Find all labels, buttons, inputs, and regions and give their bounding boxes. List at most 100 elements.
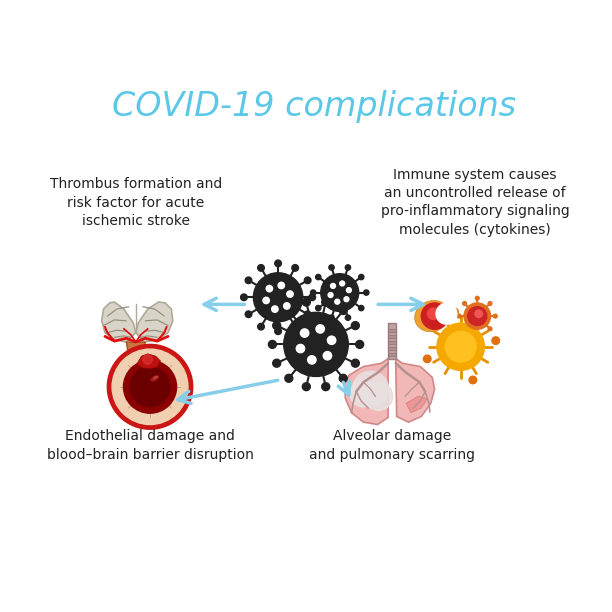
Circle shape: [266, 285, 272, 292]
Circle shape: [424, 355, 431, 363]
Polygon shape: [102, 302, 136, 342]
Circle shape: [344, 297, 349, 302]
Circle shape: [107, 345, 193, 429]
Circle shape: [322, 382, 330, 390]
Circle shape: [436, 304, 457, 324]
Circle shape: [364, 382, 393, 411]
Circle shape: [292, 323, 299, 330]
Text: Endothelial damage and
blood–brain barrier disruption: Endothelial damage and blood–brain barri…: [47, 429, 253, 461]
Circle shape: [350, 381, 377, 407]
Circle shape: [323, 351, 332, 360]
Polygon shape: [136, 302, 173, 342]
Circle shape: [463, 302, 466, 305]
Circle shape: [296, 345, 305, 353]
Circle shape: [446, 332, 476, 362]
Ellipse shape: [151, 375, 159, 381]
Circle shape: [351, 322, 359, 329]
Circle shape: [457, 314, 461, 318]
Circle shape: [359, 274, 364, 280]
Circle shape: [330, 283, 335, 288]
Circle shape: [273, 359, 281, 367]
Circle shape: [463, 327, 466, 330]
Bar: [388, 323, 396, 359]
Circle shape: [321, 274, 359, 312]
Circle shape: [245, 311, 252, 318]
Circle shape: [302, 382, 310, 390]
Bar: [387, 329, 396, 332]
Circle shape: [275, 328, 282, 335]
Circle shape: [488, 327, 492, 330]
Circle shape: [464, 303, 491, 329]
Circle shape: [263, 297, 269, 304]
Circle shape: [327, 336, 336, 345]
Ellipse shape: [154, 376, 158, 379]
Bar: [387, 335, 396, 338]
Circle shape: [285, 307, 293, 315]
Circle shape: [269, 340, 277, 348]
Text: COVID-19 complications: COVID-19 complications: [111, 90, 516, 123]
Bar: [387, 341, 396, 344]
Circle shape: [351, 359, 359, 367]
Circle shape: [287, 291, 293, 297]
Circle shape: [278, 282, 285, 289]
Circle shape: [476, 296, 479, 300]
Circle shape: [329, 265, 334, 270]
Circle shape: [112, 349, 188, 425]
Circle shape: [316, 325, 324, 333]
Circle shape: [300, 329, 309, 337]
Circle shape: [241, 294, 247, 300]
Circle shape: [329, 315, 334, 320]
Circle shape: [304, 277, 311, 283]
Polygon shape: [136, 354, 160, 369]
Circle shape: [130, 367, 170, 406]
Circle shape: [273, 322, 281, 329]
Circle shape: [328, 293, 333, 297]
Circle shape: [346, 288, 351, 293]
Bar: [387, 347, 396, 350]
Circle shape: [421, 303, 448, 329]
Circle shape: [292, 264, 299, 271]
Circle shape: [309, 294, 316, 300]
Circle shape: [272, 306, 278, 312]
Circle shape: [428, 308, 439, 319]
Circle shape: [339, 375, 347, 382]
Circle shape: [310, 290, 316, 295]
Circle shape: [258, 264, 264, 271]
Text: Alveolar damage
and pulmonary scarring: Alveolar damage and pulmonary scarring: [309, 429, 475, 461]
Circle shape: [475, 310, 482, 318]
Circle shape: [284, 312, 348, 376]
Circle shape: [437, 323, 485, 370]
Circle shape: [283, 303, 290, 309]
Text: Immune system causes
an uncontrolled release of
pro-inflammatory signaling
molec: Immune system causes an uncontrolled rel…: [381, 168, 569, 237]
Polygon shape: [345, 359, 388, 425]
Circle shape: [340, 281, 345, 286]
Circle shape: [476, 332, 479, 336]
Circle shape: [253, 273, 303, 322]
Circle shape: [258, 323, 264, 330]
Circle shape: [345, 315, 351, 320]
Circle shape: [124, 360, 177, 413]
Polygon shape: [406, 396, 428, 412]
Circle shape: [285, 375, 293, 382]
Circle shape: [322, 298, 330, 306]
Circle shape: [492, 337, 499, 345]
Circle shape: [345, 265, 351, 270]
Circle shape: [353, 371, 389, 407]
Circle shape: [316, 274, 321, 280]
Circle shape: [316, 305, 321, 311]
Circle shape: [339, 307, 347, 315]
Circle shape: [335, 299, 340, 304]
Polygon shape: [396, 359, 435, 422]
Circle shape: [275, 260, 282, 267]
Circle shape: [143, 355, 152, 364]
Circle shape: [304, 311, 311, 318]
Circle shape: [308, 356, 316, 364]
Circle shape: [468, 307, 487, 326]
Circle shape: [302, 298, 310, 306]
Circle shape: [488, 302, 492, 305]
Text: Thrombus formation and
risk factor for acute
ischemic stroke: Thrombus formation and risk factor for a…: [50, 177, 222, 228]
Circle shape: [450, 308, 458, 316]
Circle shape: [359, 305, 364, 311]
Circle shape: [364, 290, 369, 295]
Circle shape: [493, 314, 497, 318]
